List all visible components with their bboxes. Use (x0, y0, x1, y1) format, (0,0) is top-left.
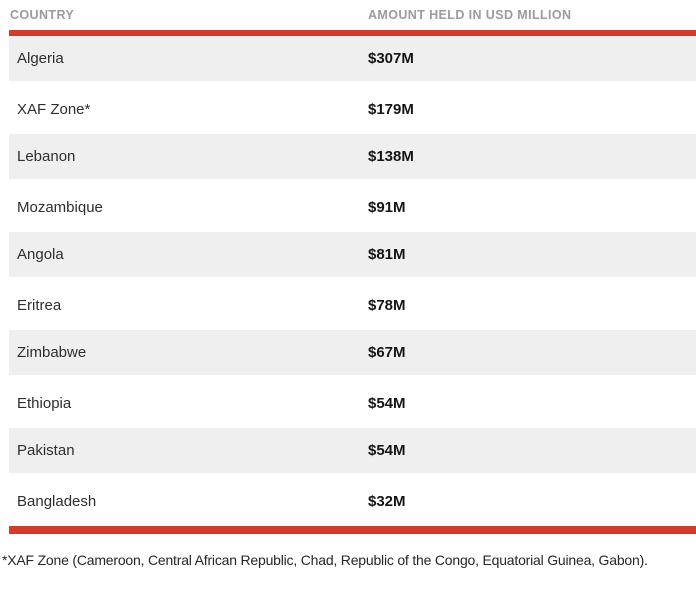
table-row: Zimbabwe $67M (9, 330, 696, 379)
country-cell: Pakistan (17, 442, 75, 459)
country-cell: Angola (17, 246, 64, 263)
table-body: Algeria $307M XAF Zone* $179M Lebanon $1… (9, 36, 696, 526)
country-cell: Mozambique (17, 199, 103, 216)
table-row: Eritrea $78M (9, 281, 696, 330)
country-cell: Lebanon (17, 148, 76, 165)
country-cell: Zimbabwe (17, 344, 87, 361)
table-row: Ethiopia $54M (9, 379, 696, 428)
bottom-accent-rule (9, 526, 696, 534)
table-row: Angola $81M (9, 232, 696, 281)
column-header-amount: AMOUNT HELD IN USD MILLION (368, 8, 572, 22)
country-cell: Bangladesh (17, 493, 97, 510)
country-cell: Algeria (17, 50, 64, 67)
amount-cell: $81M (368, 246, 406, 263)
footnote: *XAF Zone (Cameroon, Central African Rep… (2, 552, 648, 568)
country-cell: XAF Zone* (17, 101, 91, 118)
amount-cell: $54M (368, 442, 406, 459)
table-header-row: COUNTRY AMOUNT HELD IN USD MILLION (9, 8, 696, 28)
country-cell: Ethiopia (17, 395, 72, 412)
column-header-country: COUNTRY (10, 8, 75, 22)
top-accent-rule (9, 30, 696, 36)
amount-cell: $32M (368, 493, 406, 510)
table-row: Lebanon $138M (9, 134, 696, 183)
amount-cell: $307M (368, 50, 414, 67)
amount-cell: $179M (368, 101, 414, 118)
amount-cell: $54M (368, 395, 406, 412)
table-row: Mozambique $91M (9, 183, 696, 232)
table-row: Pakistan $54M (9, 428, 696, 477)
table-row: Bangladesh $32M (9, 477, 696, 526)
country-cell: Eritrea (17, 297, 62, 314)
amount-cell: $67M (368, 344, 406, 361)
amount-cell: $91M (368, 199, 406, 216)
table-row: Algeria $307M (9, 36, 696, 85)
amount-cell: $138M (368, 148, 414, 165)
table-row: XAF Zone* $179M (9, 85, 696, 134)
amount-cell: $78M (368, 297, 406, 314)
